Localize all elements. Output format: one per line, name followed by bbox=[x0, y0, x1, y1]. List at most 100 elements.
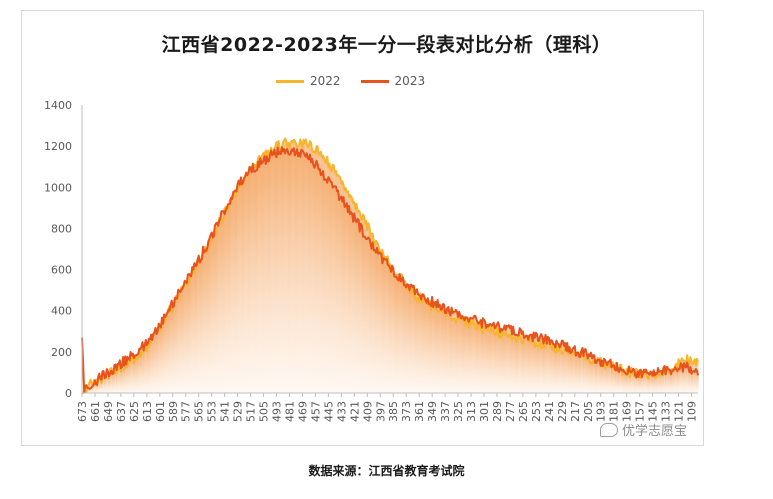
bar-2023 bbox=[287, 153, 289, 393]
bar-2023 bbox=[592, 355, 594, 393]
bar-2023 bbox=[351, 214, 353, 393]
bar-2023 bbox=[239, 184, 241, 393]
bar-2023 bbox=[493, 323, 495, 393]
y-tick-label: 200 bbox=[51, 346, 72, 359]
bar-2023 bbox=[364, 236, 366, 393]
bar-2023 bbox=[404, 284, 406, 393]
bar-2023 bbox=[197, 260, 199, 393]
bar-2023 bbox=[663, 366, 666, 393]
bar-2023 bbox=[462, 317, 465, 393]
bar-2023 bbox=[471, 318, 473, 393]
bar-2023 bbox=[357, 219, 359, 393]
bar-2023 bbox=[178, 291, 180, 393]
bar-2023 bbox=[90, 387, 92, 393]
bar-2023 bbox=[348, 206, 350, 393]
bar-2023 bbox=[366, 238, 368, 393]
bar-2023 bbox=[268, 160, 270, 393]
watermark-text: 优学志愿宝 bbox=[622, 424, 688, 439]
bar-2023 bbox=[127, 358, 130, 393]
bar-2023 bbox=[237, 184, 239, 393]
bar-2023 bbox=[333, 186, 335, 393]
bar-2023 bbox=[274, 154, 276, 393]
bar-2023 bbox=[165, 314, 167, 393]
bar-2023 bbox=[295, 153, 297, 393]
legend-label-2022: 2022 bbox=[310, 74, 341, 88]
bar-2023 bbox=[655, 373, 657, 393]
bar-2023 bbox=[425, 300, 427, 393]
bar-2023 bbox=[575, 354, 577, 393]
legend-swatch-2022 bbox=[276, 79, 304, 83]
bar-2023 bbox=[235, 190, 238, 393]
bar-2023 bbox=[301, 151, 304, 393]
bar-2023 bbox=[586, 353, 588, 393]
bar-2023 bbox=[464, 319, 466, 393]
bar-2023 bbox=[296, 149, 298, 393]
bar-2023 bbox=[507, 327, 509, 393]
bar-2023 bbox=[522, 331, 524, 393]
bar-2023 bbox=[168, 310, 171, 393]
x-tick-label: 601 bbox=[154, 401, 167, 422]
bar-2023 bbox=[175, 298, 177, 393]
y-tick-label: 600 bbox=[51, 264, 72, 277]
bar-2023 bbox=[472, 318, 474, 393]
bar-2023 bbox=[455, 310, 457, 393]
bar-2023 bbox=[202, 247, 204, 393]
bar-2023 bbox=[208, 239, 211, 393]
bar-2023 bbox=[461, 316, 463, 393]
bar-2023 bbox=[241, 183, 243, 393]
bar-2023 bbox=[173, 305, 175, 393]
x-tick-label: 193 bbox=[595, 401, 608, 422]
bar-2023 bbox=[99, 378, 101, 393]
bar-2023 bbox=[538, 340, 540, 393]
bar-2023 bbox=[284, 153, 286, 393]
bar-2023 bbox=[184, 281, 186, 393]
x-tick-label: 121 bbox=[673, 401, 686, 422]
bar-2023 bbox=[581, 349, 583, 393]
bar-2023 bbox=[283, 149, 285, 393]
x-tick-label: 469 bbox=[296, 401, 309, 422]
bar-2023 bbox=[256, 169, 258, 393]
bar-2023 bbox=[198, 256, 200, 393]
bar-2023 bbox=[591, 358, 593, 393]
bar-2023 bbox=[467, 319, 469, 393]
bar-2023 bbox=[253, 170, 255, 393]
bar-2023 bbox=[613, 365, 615, 393]
bar-2023 bbox=[324, 178, 326, 393]
y-tick-label: 0 bbox=[65, 387, 72, 400]
bar-2023 bbox=[440, 309, 442, 393]
bar-2023 bbox=[353, 214, 355, 393]
bar-2023 bbox=[179, 291, 181, 393]
bar-2023 bbox=[452, 312, 454, 393]
bar-2023 bbox=[411, 285, 413, 393]
bar-2023 bbox=[470, 318, 472, 393]
bar-2023 bbox=[358, 221, 360, 393]
bar-2023 bbox=[516, 334, 519, 393]
bar-2023 bbox=[181, 288, 184, 393]
legend-label-2023: 2023 bbox=[394, 74, 426, 88]
bar-2023 bbox=[196, 265, 198, 393]
bar-2023 bbox=[141, 343, 144, 393]
bar-2023 bbox=[359, 230, 361, 393]
bar-2023 bbox=[187, 275, 189, 393]
bar-2023 bbox=[635, 376, 637, 393]
bar-2023 bbox=[437, 301, 439, 393]
bar-2023 bbox=[286, 149, 288, 393]
bar-2023 bbox=[622, 369, 624, 393]
bar-2023 bbox=[578, 355, 580, 393]
bar-2023 bbox=[558, 344, 560, 393]
bar-2023 bbox=[476, 322, 479, 393]
bar-2023 bbox=[228, 203, 230, 393]
bar-2023 bbox=[309, 155, 311, 393]
y-tick-label: 1400 bbox=[44, 99, 72, 112]
bar-2023 bbox=[204, 249, 206, 393]
bar-2023 bbox=[498, 326, 500, 393]
bar-2023 bbox=[666, 367, 668, 393]
bar-2023 bbox=[427, 298, 429, 393]
bar-2023 bbox=[146, 344, 148, 393]
bar-2023 bbox=[577, 352, 579, 393]
bar-2023 bbox=[596, 359, 599, 393]
bar-2023 bbox=[418, 294, 420, 393]
bar-2023 bbox=[114, 365, 117, 393]
bar-2023 bbox=[552, 343, 554, 393]
bar-2023 bbox=[680, 364, 682, 393]
